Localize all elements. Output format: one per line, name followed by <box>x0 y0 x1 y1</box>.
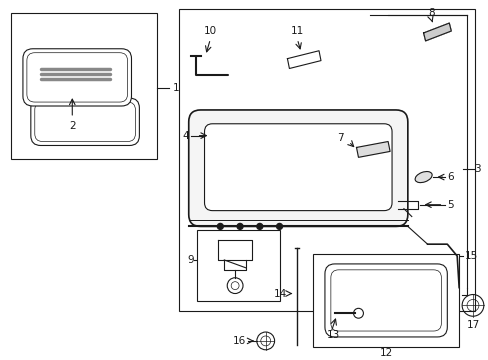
FancyBboxPatch shape <box>324 264 447 337</box>
Circle shape <box>217 224 223 229</box>
Text: 1: 1 <box>173 83 179 93</box>
Bar <box>11 13 157 159</box>
Circle shape <box>256 224 262 229</box>
Text: 7: 7 <box>336 132 343 143</box>
Ellipse shape <box>414 171 431 183</box>
Text: 2: 2 <box>69 121 76 131</box>
FancyBboxPatch shape <box>31 98 139 145</box>
Text: 8: 8 <box>427 8 434 18</box>
Text: 6: 6 <box>447 172 453 182</box>
Text: 17: 17 <box>466 320 479 330</box>
Text: 4: 4 <box>182 131 188 141</box>
Bar <box>196 230 279 301</box>
Text: 14: 14 <box>274 288 287 298</box>
Text: 11: 11 <box>290 26 304 36</box>
Text: 3: 3 <box>473 164 480 174</box>
Bar <box>312 254 458 347</box>
FancyBboxPatch shape <box>204 124 391 211</box>
Text: 12: 12 <box>379 348 392 358</box>
FancyBboxPatch shape <box>23 49 131 106</box>
Bar <box>179 9 474 311</box>
Text: 9: 9 <box>187 255 193 265</box>
Circle shape <box>276 224 282 229</box>
Text: 10: 10 <box>203 26 217 36</box>
Polygon shape <box>356 141 389 157</box>
Text: 13: 13 <box>326 330 340 340</box>
Text: 5: 5 <box>447 200 453 210</box>
Text: 16: 16 <box>232 336 245 346</box>
Circle shape <box>237 224 243 229</box>
Text: 15: 15 <box>464 251 477 261</box>
Polygon shape <box>423 23 450 41</box>
FancyBboxPatch shape <box>188 110 407 226</box>
